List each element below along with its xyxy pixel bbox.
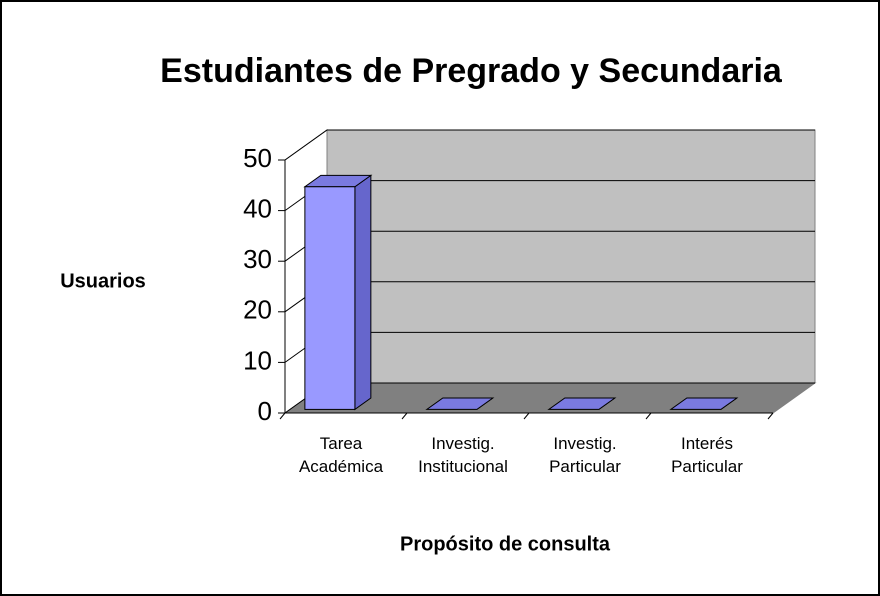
y-tick-label: 50: [243, 143, 272, 173]
bar: [547, 397, 617, 410]
y-tick-label: 40: [243, 193, 272, 223]
bar-front: [304, 186, 356, 410]
x-axis-title: Propósito de consulta: [400, 533, 611, 555]
x-tick: [401, 412, 408, 420]
x-tick-label: Interés Particular: [671, 434, 743, 476]
bar-top: [425, 397, 495, 410]
y-tick-label: 0: [258, 396, 272, 426]
y-tick-label: 30: [243, 244, 272, 274]
back-wall: [326, 129, 816, 384]
bar: [669, 397, 739, 410]
bar: [303, 174, 373, 411]
grid-line: [284, 129, 815, 161]
bar-top: [669, 397, 739, 410]
x-tick-label: Investig. Institucional: [418, 434, 508, 476]
x-tick-label: Investig. Particular: [549, 434, 621, 476]
x-tick: [279, 412, 286, 420]
y-axis-title: Usuarios: [60, 270, 146, 292]
bar: [425, 397, 495, 410]
y-tick-label: 20: [243, 295, 272, 325]
x-tick-label: Tarea Académica: [299, 434, 384, 476]
y-tick-label: 10: [243, 345, 272, 375]
x-tick: [645, 412, 652, 420]
bar-side: [354, 174, 372, 411]
chart-title: Estudiantes de Pregrado y Secundaria: [160, 52, 783, 90]
x-tick: [523, 412, 530, 420]
bar-top: [547, 397, 617, 410]
x-tick: [767, 412, 774, 420]
